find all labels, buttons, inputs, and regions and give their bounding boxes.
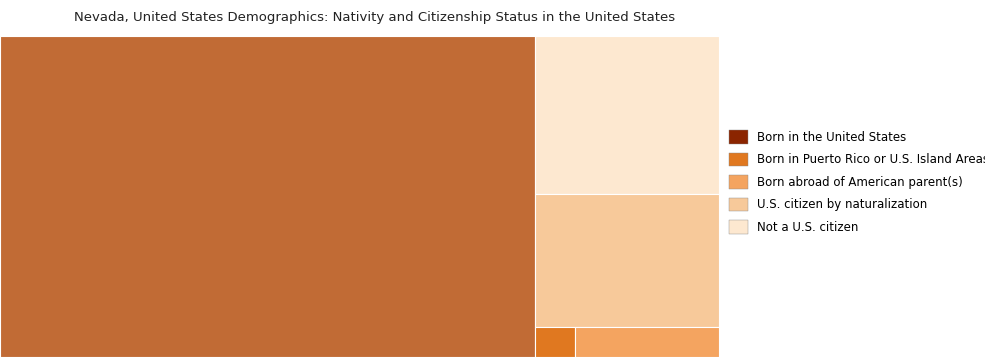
Legend: Born in the United States, Born in Puerto Rico or U.S. Island Areas, Born abroad: Born in the United States, Born in Puert… xyxy=(729,130,985,234)
Bar xyxy=(535,36,719,194)
Bar xyxy=(535,194,719,327)
Bar xyxy=(0,36,535,357)
Text: Nevada, United States Demographics: Nativity and Citizenship Status in the Unite: Nevada, United States Demographics: Nati… xyxy=(74,11,675,24)
Bar xyxy=(535,327,574,357)
Bar xyxy=(574,327,719,357)
